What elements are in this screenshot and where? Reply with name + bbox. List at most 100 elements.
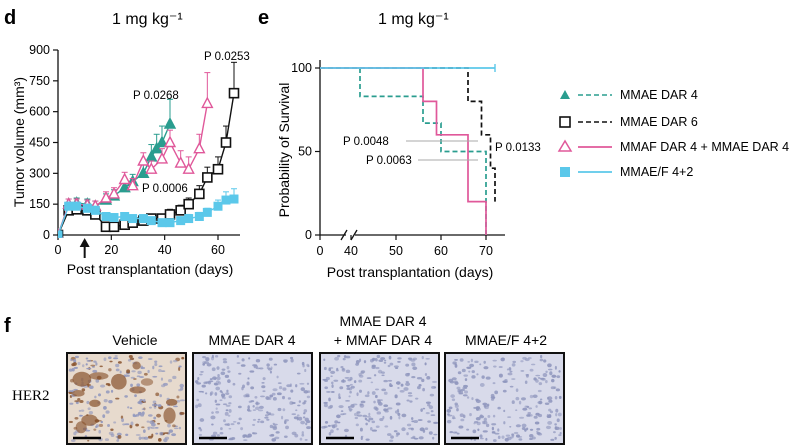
- data-point: [155, 135, 169, 148]
- cell-nucleus: [535, 374, 541, 377]
- cell-nucleus: [556, 375, 561, 379]
- cell-nucleus: [482, 402, 488, 406]
- cell-nucleus: [430, 414, 436, 417]
- cell-nucleus: [529, 434, 534, 438]
- cell-nucleus: [345, 356, 351, 359]
- cell-nucleus: [364, 394, 370, 398]
- her2-stain-patch: [163, 407, 176, 424]
- cell-nucleus: [363, 360, 367, 364]
- legend-label: MMAE DAR 6: [620, 115, 698, 129]
- cell-nucleus: [512, 360, 517, 364]
- cell-nucleus: [447, 413, 450, 416]
- data-point: [155, 151, 169, 164]
- cell-nucleus: [174, 427, 179, 430]
- cell-nucleus: [211, 367, 216, 372]
- cell-nucleus: [497, 435, 501, 440]
- cell-nucleus: [460, 388, 466, 392]
- cell-nucleus: [95, 362, 98, 366]
- cell-nucleus: [425, 412, 430, 415]
- cell-nucleus: [370, 427, 373, 431]
- data-point: [157, 218, 167, 228]
- cell-nucleus: [389, 384, 393, 388]
- cell-nucleus: [117, 434, 122, 439]
- chart-e-axes: [319, 60, 505, 241]
- cell-nucleus: [100, 420, 104, 424]
- cell-nucleus: [306, 426, 311, 430]
- data-point: [194, 212, 204, 221]
- cell-nucleus: [347, 378, 352, 382]
- cell-nucleus: [384, 409, 389, 413]
- y-tick-label: 50: [298, 145, 312, 159]
- cell-nucleus: [270, 413, 275, 416]
- cell-nucleus: [148, 414, 153, 417]
- legend-label: MMAE DAR 4: [620, 88, 698, 102]
- cell-nucleus: [202, 363, 206, 366]
- cell-nucleus: [409, 400, 413, 403]
- cell-nucleus: [241, 358, 245, 362]
- cell-nucleus: [205, 357, 210, 362]
- cell-nucleus: [381, 374, 385, 377]
- cell-nucleus: [454, 359, 459, 361]
- cell-nucleus: [246, 381, 250, 386]
- cell-nucleus: [360, 436, 363, 441]
- cell-nucleus: [331, 384, 334, 388]
- cell-nucleus: [406, 432, 409, 436]
- data-point: [176, 216, 186, 226]
- cell-nucleus: [252, 409, 257, 412]
- cell-nucleus: [102, 414, 106, 418]
- cell-nucleus: [95, 425, 98, 429]
- histology-column-label-vehicle: Vehicle: [112, 332, 157, 348]
- cell-nucleus: [338, 405, 344, 409]
- y-tick-label: 150: [29, 197, 50, 211]
- cell-nucleus: [277, 382, 282, 385]
- cell-nucleus: [545, 380, 548, 384]
- cell-nucleus: [121, 418, 124, 423]
- cell-nucleus: [531, 436, 536, 440]
- cell-nucleus: [471, 375, 476, 379]
- cell-nucleus: [265, 396, 270, 400]
- cell-nucleus: [505, 434, 511, 437]
- cell-nucleus: [220, 371, 226, 376]
- x-tick-label: 50: [389, 244, 403, 258]
- cell-nucleus: [98, 423, 104, 428]
- cell-nucleus: [417, 386, 421, 390]
- cell-nucleus: [337, 354, 341, 358]
- cell-nucleus: [515, 409, 518, 412]
- cell-nucleus: [290, 389, 294, 393]
- cell-nucleus: [281, 415, 284, 420]
- cell-nucleus: [124, 395, 128, 398]
- cell-nucleus: [521, 423, 527, 428]
- cell-nucleus: [255, 359, 261, 363]
- cell-nucleus: [334, 356, 340, 361]
- cell-nucleus: [328, 431, 332, 436]
- histology-tile: [319, 352, 440, 445]
- cell-nucleus: [376, 411, 382, 415]
- cell-nucleus: [157, 404, 162, 408]
- cell-nucleus: [401, 427, 406, 432]
- cell-nucleus: [169, 360, 173, 364]
- cell-nucleus: [97, 419, 102, 422]
- cell-nucleus: [131, 370, 136, 373]
- cell-nucleus: [347, 405, 351, 409]
- cell-nucleus: [509, 425, 512, 428]
- cell-nucleus: [359, 389, 362, 393]
- cell-nucleus: [289, 356, 294, 360]
- cell-nucleus: [130, 383, 133, 388]
- cell-nucleus: [333, 379, 339, 382]
- cell-nucleus: [524, 405, 528, 408]
- cell-nucleus: [454, 363, 458, 368]
- cell-nucleus: [157, 437, 162, 442]
- cell-nucleus: [289, 401, 294, 405]
- cell-nucleus: [461, 368, 466, 373]
- her2-stain-patch: [72, 390, 85, 397]
- cell-nucleus: [353, 380, 357, 384]
- cell-nucleus: [209, 378, 213, 381]
- cell-nucleus: [457, 371, 462, 375]
- cell-nucleus: [108, 399, 113, 404]
- cell-nucleus: [336, 428, 339, 431]
- cell-nucleus: [148, 406, 152, 409]
- chart-legend: MMAE DAR 4 MMAE DAR 6 MMAF DAR 4 + MMAE …: [557, 88, 789, 179]
- cell-nucleus: [475, 417, 481, 421]
- cell-nucleus: [154, 360, 158, 363]
- cell-nucleus: [304, 439, 308, 441]
